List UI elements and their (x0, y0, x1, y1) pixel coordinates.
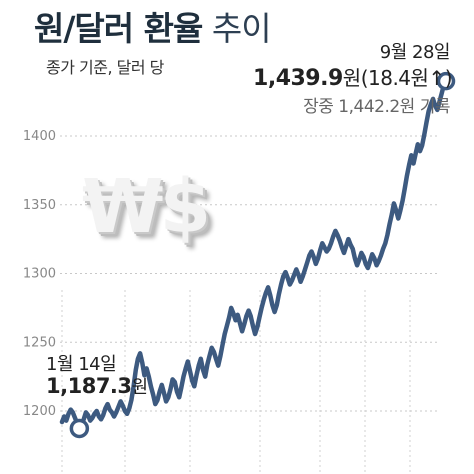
end-value-label: 1,439.9원(18.4원↑) (253, 62, 452, 91)
markers (69, 71, 456, 439)
start-date-label: 1월 14일 (46, 354, 117, 375)
end-intraday-note: 장중 1,442.2원 기록 (303, 97, 450, 117)
y-tick-label: 1200 (23, 404, 56, 419)
chart-subtitle: 종가 기준, 달러 당 (46, 58, 164, 77)
y-axis-ticks: 1200 1250 1300 1350 1400 (23, 129, 56, 419)
won-dollar-logo: ₩$ (82, 164, 211, 250)
title-suffix: 추이 (211, 9, 272, 48)
end-date-label: 9월 28일 (379, 42, 451, 63)
start-value-label: 1,187.3원 (46, 373, 148, 399)
start-point-marker (69, 418, 90, 439)
end-value: 1,439.9 (253, 66, 343, 91)
start-value: 1,187.3 (46, 374, 132, 398)
y-tick-label: 1250 (23, 335, 56, 350)
chart-title: 원/달러 환율 추이 (34, 2, 272, 50)
grid (60, 135, 440, 412)
y-tick-label: 1400 (23, 129, 56, 144)
title-main: 원/달러 환율 (34, 9, 203, 48)
y-tick-label: 1300 (23, 267, 56, 282)
y-tick-label: 1350 (23, 198, 56, 213)
series-layer (59, 78, 449, 431)
start-unit: 원 (131, 377, 149, 398)
exchange-rate-line (59, 78, 449, 431)
end-change: 원(18.4원↑) (342, 66, 453, 90)
end-point-marker (436, 71, 456, 91)
